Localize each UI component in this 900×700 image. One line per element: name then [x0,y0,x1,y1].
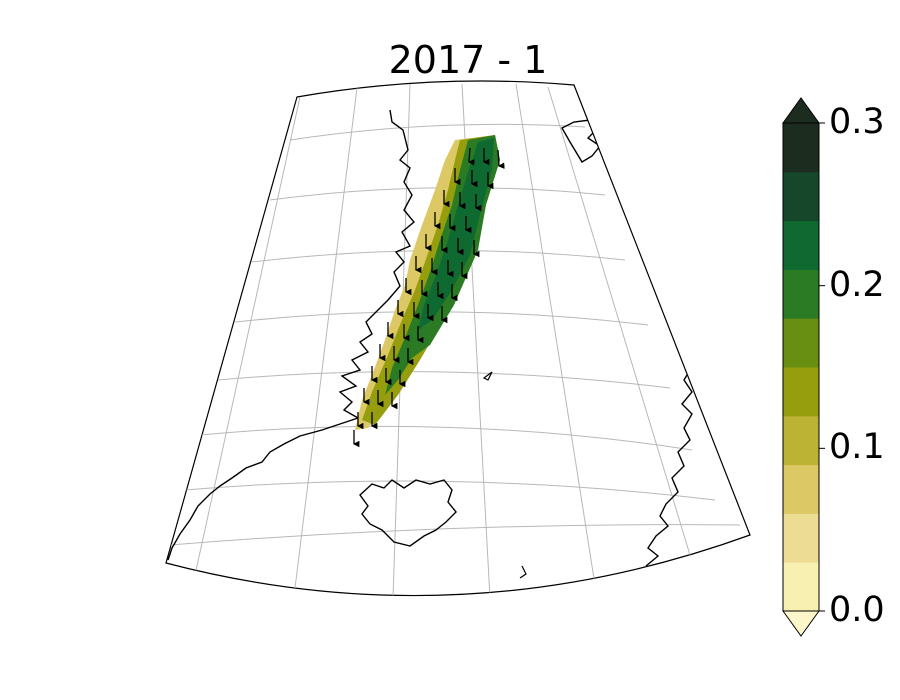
colorbar-segment [783,367,819,417]
colorbar-segment [783,318,819,368]
colorbar-tick-label: 0.3 [829,102,885,142]
colorbar-tick-label: 0.2 [829,264,885,305]
graticule-latitudes [169,123,741,546]
map-frame [165,80,751,597]
colorbar-tick-label: 0.0 [829,590,885,630]
iceland-coastline [359,479,457,547]
greenland-coastline [167,109,415,561]
colorbar-segment [783,220,819,270]
colorbar-segment [783,464,819,514]
colorbar-segment [783,171,819,222]
colorbar [782,97,825,637]
colorbar-extend-high [782,97,820,124]
colorbar-outline [782,122,820,612]
ice-drift-arrows [352,147,505,448]
faroe-islands [519,565,527,579]
colorbar-segment [783,513,819,563]
colorbar-segment [783,123,819,173]
colorbar-segment [783,562,819,612]
colorbar-segment [783,269,819,319]
colorbar-segment [783,415,819,466]
norway-coastline [645,369,693,567]
map-title: 2017 - 1 [388,38,548,82]
colorbar-tick-label: 0.1 [829,427,885,468]
colorbar-extend-low [782,610,820,637]
jan-mayen [482,371,493,381]
